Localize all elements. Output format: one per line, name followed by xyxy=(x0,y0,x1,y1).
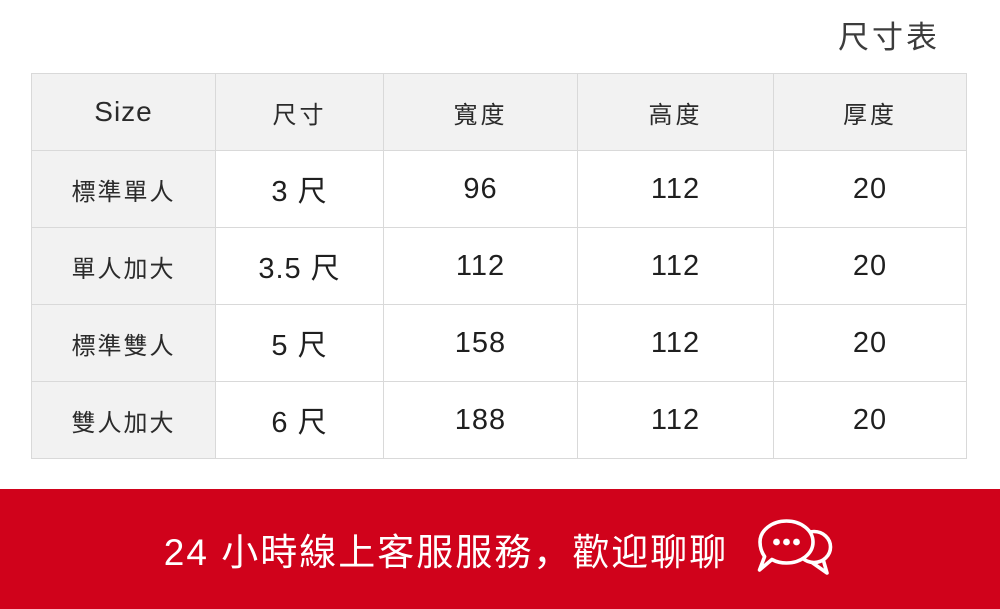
col-header-chi: 尺寸 xyxy=(215,73,384,151)
cell-height: 112 xyxy=(577,304,774,382)
cell-height: 112 xyxy=(577,150,774,228)
banner-text: 24 小時線上客服服務，歡迎聊聊 xyxy=(163,532,729,573)
cell-thickness: 20 xyxy=(773,381,967,459)
cell-height: 112 xyxy=(577,381,774,459)
cell-chi-size: 3.5 尺 xyxy=(215,227,384,305)
chat-bubbles-icon xyxy=(757,519,833,575)
cell-width: 188 xyxy=(383,381,578,459)
row-label: 雙人加大 xyxy=(31,381,216,459)
customer-service-banner[interactable]: 24 小時線上客服服務，歡迎聊聊 xyxy=(0,489,1000,609)
cell-chi-size: 6 尺 xyxy=(215,381,384,459)
table-row: 雙人加大 6 尺 188 112 20 xyxy=(31,381,967,459)
row-label: 標準單人 xyxy=(31,150,216,228)
cell-thickness: 20 xyxy=(773,304,967,382)
cell-thickness: 20 xyxy=(773,150,967,228)
cell-height: 112 xyxy=(577,227,774,305)
col-header-thickness: 厚度 xyxy=(773,73,967,151)
cell-chi-size: 3 尺 xyxy=(215,150,384,228)
table-row: 標準單人 3 尺 96 112 20 xyxy=(31,150,967,228)
size-chart-table: Size 尺寸 寬度 高度 厚度 標準單人 3 尺 96 112 20 單人加大… xyxy=(31,73,967,459)
cell-width: 96 xyxy=(383,150,578,228)
cell-width: 112 xyxy=(383,227,578,305)
row-label: 標準雙人 xyxy=(31,304,216,382)
cell-width: 158 xyxy=(383,304,578,382)
page-title: 尺寸表 xyxy=(838,20,940,55)
cell-thickness: 20 xyxy=(773,227,967,305)
table-row: 標準雙人 5 尺 158 112 20 xyxy=(31,304,967,382)
col-header-height: 高度 xyxy=(577,73,774,151)
col-header-size: Size xyxy=(31,73,216,151)
cell-chi-size: 5 尺 xyxy=(215,304,384,382)
col-header-width: 寬度 xyxy=(383,73,578,151)
table-header-row: Size 尺寸 寬度 高度 厚度 xyxy=(31,73,967,151)
row-label: 單人加大 xyxy=(31,227,216,305)
table-row: 單人加大 3.5 尺 112 112 20 xyxy=(31,227,967,305)
